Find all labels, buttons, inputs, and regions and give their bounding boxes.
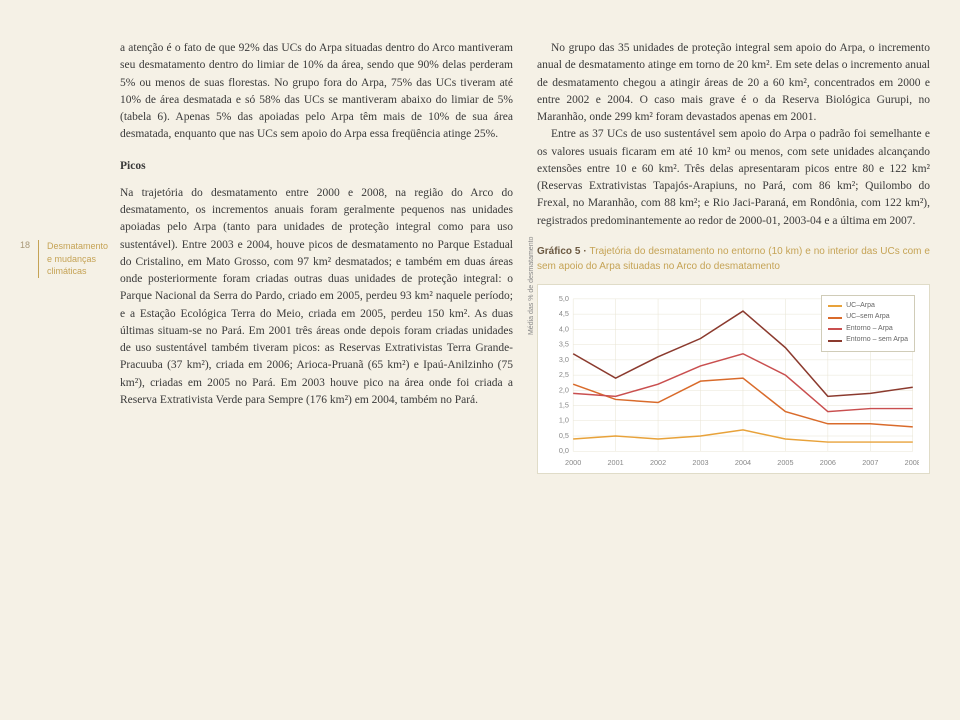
svg-text:2006: 2006 — [820, 459, 836, 467]
svg-text:2008: 2008 — [905, 459, 919, 467]
legend-item: Entorno – Arpa — [828, 324, 908, 335]
legend-swatch — [828, 305, 842, 307]
para-picos: Na trajetória do desmatamento entre 2000… — [120, 185, 513, 409]
svg-text:4,5: 4,5 — [559, 310, 569, 318]
legend-swatch — [828, 317, 842, 319]
content-columns: a atenção é o fato de que 92% das UCs do… — [120, 40, 930, 700]
svg-text:2007: 2007 — [862, 459, 878, 467]
svg-text:2001: 2001 — [608, 459, 624, 467]
sidebar-label-3: climáticas — [47, 265, 108, 278]
svg-text:2003: 2003 — [692, 459, 708, 467]
svg-text:2,5: 2,5 — [559, 371, 569, 379]
chart-title-strong: Gráfico 5 · — [537, 246, 587, 257]
legend-item: UC–Arpa — [828, 301, 908, 312]
chart-container: Média das % de desmatamento 0,00,51,01,5… — [537, 284, 930, 474]
legend-swatch — [828, 328, 842, 330]
svg-text:2004: 2004 — [735, 459, 751, 467]
svg-text:2000: 2000 — [565, 459, 581, 467]
sidebar-label-1: Desmatamento — [47, 240, 108, 253]
chart-title-desc: Trajetória do desmatamento no entorno (1… — [537, 246, 930, 272]
legend-item: Entorno – sem Arpa — [828, 335, 908, 346]
legend-label: UC–Arpa — [846, 301, 875, 312]
svg-text:2,0: 2,0 — [559, 386, 569, 394]
heading-picos: Picos — [120, 158, 513, 175]
column-right: No grupo das 35 unidades de proteção int… — [537, 40, 930, 700]
chart-title: Gráfico 5 · Trajetória do desmatamento n… — [537, 244, 930, 274]
svg-text:3,5: 3,5 — [559, 340, 569, 348]
legend-item: UC–sem Arpa — [828, 312, 908, 323]
legend-label: Entorno – sem Arpa — [846, 335, 908, 346]
para-intro: a atenção é o fato de que 92% das UCs do… — [120, 40, 513, 144]
svg-text:1,0: 1,0 — [559, 417, 569, 425]
svg-text:5,0: 5,0 — [559, 295, 569, 303]
svg-text:2002: 2002 — [650, 459, 666, 467]
sidebar-label-2: e mudanças — [47, 253, 108, 266]
column-left: a atenção é o fato de que 92% das UCs do… — [120, 40, 513, 700]
svg-text:0,5: 0,5 — [559, 432, 569, 440]
legend-swatch — [828, 340, 842, 342]
para-right-2: Entre as 37 UCs de uso sustentável sem a… — [537, 126, 930, 230]
legend-label: Entorno – Arpa — [846, 324, 893, 335]
chart-y-label: Média das % de desmatamento — [527, 236, 538, 334]
svg-text:4,0: 4,0 — [559, 325, 569, 333]
legend-label: UC–sem Arpa — [846, 312, 890, 323]
chart-legend: UC–ArpaUC–sem ArpaEntorno – ArpaEntorno … — [821, 295, 915, 352]
svg-text:0,0: 0,0 — [559, 447, 569, 455]
sidebar: 18 Desmatamento e mudanças climáticas — [20, 40, 120, 700]
page-container: 18 Desmatamento e mudanças climáticas a … — [0, 0, 960, 720]
svg-text:3,0: 3,0 — [559, 356, 569, 364]
para-right-1: No grupo das 35 unidades de proteção int… — [537, 40, 930, 126]
page-number: 18 — [20, 240, 30, 250]
svg-text:2005: 2005 — [777, 459, 793, 467]
svg-text:1,5: 1,5 — [559, 401, 569, 409]
